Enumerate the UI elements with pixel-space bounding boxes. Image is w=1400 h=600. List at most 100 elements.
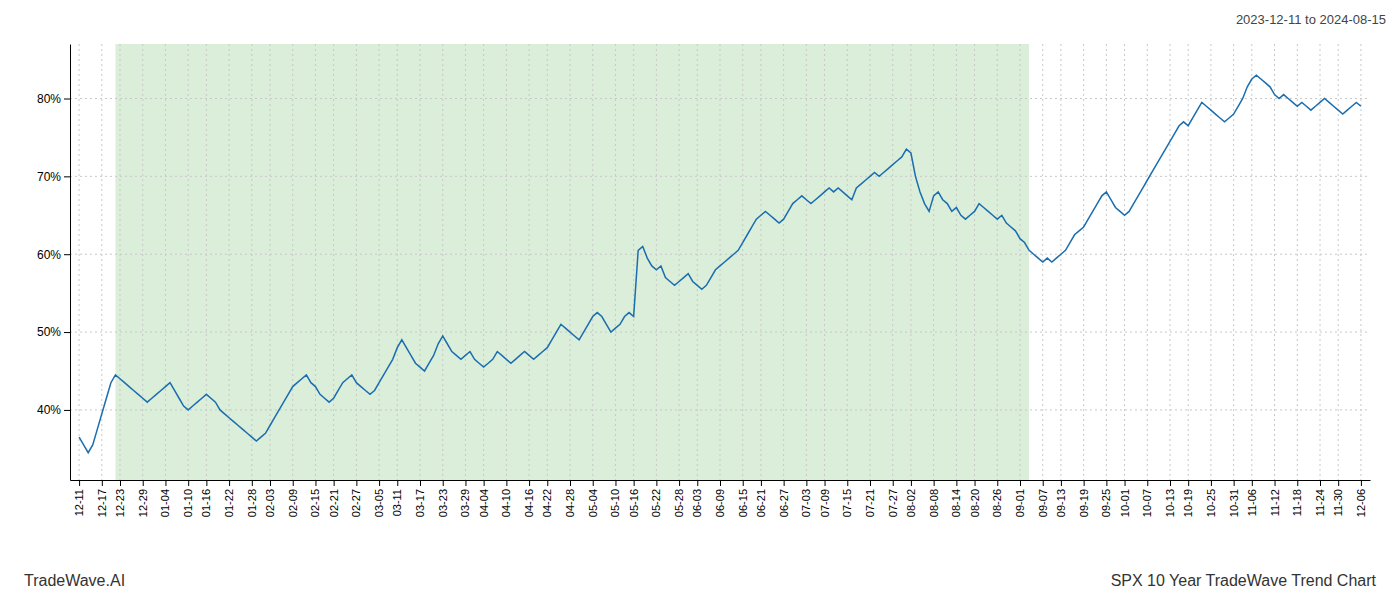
x-tick-label: 12-23 [114, 489, 126, 517]
x-tick-label: 04-04 [478, 489, 490, 517]
x-tick-label: 05-04 [587, 489, 599, 517]
x-tick-mark [656, 480, 657, 486]
y-tick-mark [64, 332, 70, 333]
x-tick: 04-10 [500, 480, 512, 517]
x-tick-mark [911, 480, 912, 486]
x-tick-mark [1020, 480, 1021, 486]
x-tick-mark [79, 480, 80, 486]
x-tick-mark [356, 480, 357, 486]
x-tick: 03-29 [459, 480, 471, 517]
x-tick-mark [679, 480, 680, 486]
x-tick-mark [1252, 480, 1253, 486]
x-tick-label: 09-25 [1100, 489, 1112, 517]
x-tick-mark [893, 480, 894, 486]
x-tick: 11-30 [1332, 480, 1344, 516]
grid-line-x [697, 44, 698, 480]
x-tick-label: 07-27 [887, 489, 899, 517]
x-tick-label: 02-09 [287, 489, 299, 517]
x-tick: 05-10 [609, 480, 621, 517]
x-tick: 04-04 [478, 480, 490, 517]
x-tick-mark [397, 480, 398, 486]
x-tick-mark [934, 480, 935, 486]
shaded-span [115, 44, 1029, 480]
x-tick: 07-21 [864, 480, 876, 517]
x-tick: 11-18 [1291, 480, 1303, 516]
x-tick-mark [1188, 480, 1189, 486]
x-tick: 09-25 [1100, 480, 1112, 517]
x-tick-mark [697, 480, 698, 486]
x-tick-mark [1320, 480, 1321, 486]
grid-line-x [1083, 44, 1084, 480]
grid-line-x [847, 44, 848, 480]
x-tick-label: 06-03 [691, 489, 703, 517]
x-tick-mark [1084, 480, 1085, 486]
x-tick: 01-28 [246, 480, 258, 517]
plot-marks [115, 44, 1029, 480]
y-tick-label: 70% [37, 170, 61, 184]
x-tick-mark [506, 480, 507, 486]
x-tick: 09-19 [1078, 480, 1090, 517]
x-tick-mark [1061, 480, 1062, 486]
x-tick-label: 12-17 [96, 489, 108, 517]
y-tick-mark [64, 99, 70, 100]
x-tick-mark [1234, 480, 1235, 486]
x-tick: 03-17 [414, 480, 426, 517]
x-tick-mark [825, 480, 826, 486]
x-tick-label: 04-16 [523, 489, 535, 517]
x-tick-label: 10-01 [1119, 489, 1131, 517]
x-tick: 06-27 [778, 480, 790, 517]
x-tick-label: 08-26 [991, 489, 1003, 517]
line [79, 75, 1361, 453]
x-tick-label: 08-20 [969, 489, 981, 517]
x-tick: 01-16 [200, 480, 212, 517]
x-tick: 01-22 [223, 480, 235, 517]
x-tick: 01-04 [159, 480, 171, 517]
y-axis-line [70, 45, 71, 481]
x-tick: 12-23 [114, 480, 126, 517]
x-tick-label: 01-28 [246, 489, 258, 517]
grid-line-x [933, 44, 934, 480]
x-tick-label: 12-11 [73, 489, 85, 516]
x-tick-label: 08-14 [950, 489, 962, 517]
grid-line-x [292, 44, 293, 480]
x-tick-label: 05-22 [650, 489, 662, 517]
x-tick-label: 10-19 [1182, 489, 1194, 517]
x-tick-label: 05-28 [673, 489, 685, 517]
x-tick: 09-01 [1014, 480, 1026, 517]
y-tick-label: 40% [37, 403, 61, 417]
x-tick-label: 09-01 [1014, 489, 1026, 517]
x-tick-label: 03-17 [414, 489, 426, 517]
y-tick-mark [64, 254, 70, 255]
x-tick: 10-31 [1228, 480, 1240, 517]
x-tick-mark [334, 480, 335, 486]
x-tick: 07-27 [887, 480, 899, 517]
grid-line-x [760, 44, 761, 480]
x-tick-mark [443, 480, 444, 486]
x-tick: 05-04 [587, 480, 599, 517]
x-tick-label: 07-15 [841, 489, 853, 517]
x-tick-label: 09-07 [1037, 489, 1049, 517]
x-tick-label: 08-08 [928, 489, 940, 517]
grid-line-x [356, 44, 357, 480]
y-tick: 70% [37, 170, 70, 184]
y-tick-mark [64, 410, 70, 411]
x-tick-mark [956, 480, 957, 486]
x-tick-mark [1170, 480, 1171, 486]
grid-line-x [997, 44, 998, 480]
grid-line-x [656, 44, 657, 480]
grid-line-x [379, 44, 380, 480]
grid-line-x [547, 44, 548, 480]
x-tick-mark [102, 480, 103, 486]
x-tick: 01-10 [182, 480, 194, 517]
grid-line-x [333, 44, 334, 480]
grid-line-x [397, 44, 398, 480]
grid-line-x [229, 44, 230, 480]
grid-line-x [165, 44, 166, 480]
chart-svg: 12-1112-1712-2312-2901-0401-1001-1601-22… [0, 0, 1400, 600]
x-tick: 10-01 [1119, 480, 1131, 517]
x-tick-mark [420, 480, 421, 486]
x-tick: 02-09 [287, 480, 299, 517]
x-tick-mark [252, 480, 253, 486]
x-tick-mark [1338, 480, 1339, 486]
x-tick: 05-16 [628, 480, 640, 517]
